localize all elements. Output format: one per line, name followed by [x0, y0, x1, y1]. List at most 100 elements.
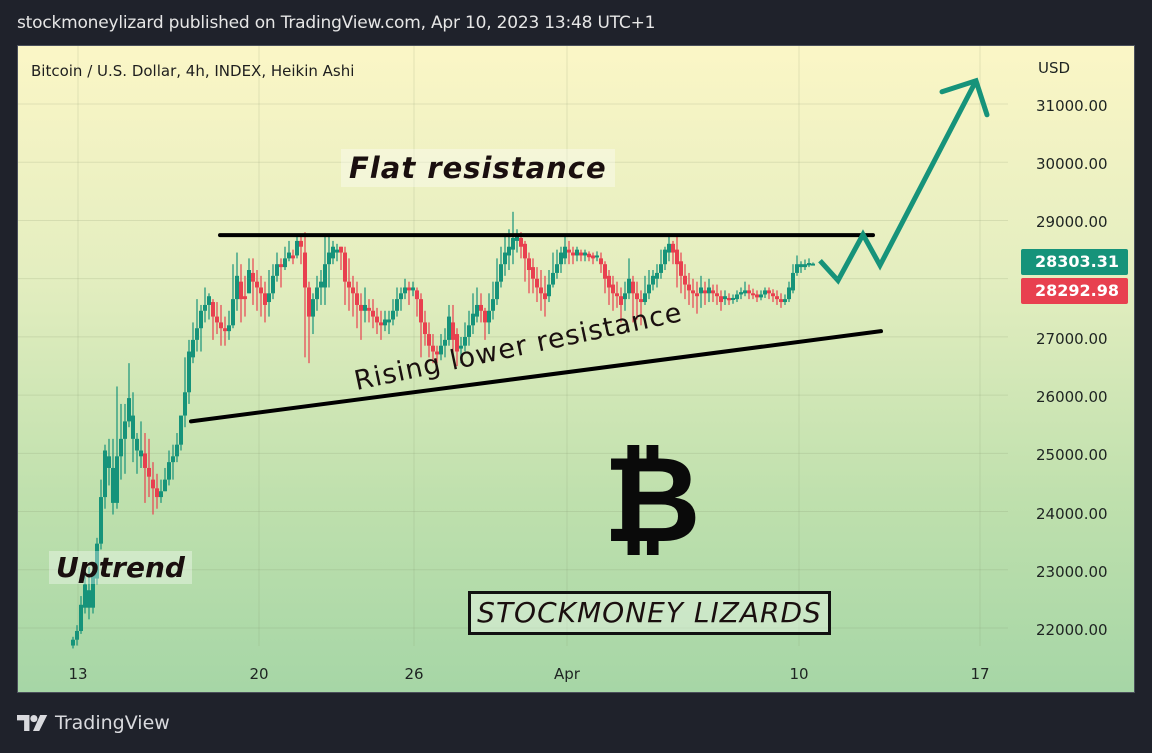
candle-body: [447, 316, 451, 340]
candle-body: [527, 258, 531, 271]
candle-body: [295, 240, 299, 256]
candle-body: [723, 296, 727, 300]
price-chart[interactable]: [18, 46, 1136, 694]
candle-body: [195, 328, 199, 340]
candle-body: [663, 249, 667, 265]
candle-body: [695, 293, 699, 297]
candle-body: [759, 294, 763, 298]
candle-body: [775, 296, 779, 300]
price-tick-label: 22000.00: [1036, 620, 1108, 639]
candle-body: [347, 281, 351, 288]
price-tick-label: 27000.00: [1036, 329, 1108, 348]
candle-body: [567, 249, 571, 253]
candle-body: [495, 281, 499, 300]
candle-body: [335, 249, 339, 253]
brand-label: STOCKMONEY LIZARDS: [477, 596, 822, 629]
price-tick-label: 29000.00: [1036, 213, 1108, 232]
candle-body: [203, 304, 207, 311]
rising-support-line[interactable]: [189, 329, 883, 424]
candle-body: [731, 297, 735, 300]
candle-body: [575, 249, 579, 256]
candle-body: [343, 252, 347, 282]
candle-body: [643, 293, 647, 303]
candle-body: [147, 467, 151, 477]
candle-body: [751, 293, 755, 296]
candle-body: [247, 270, 251, 294]
candle-body: [655, 272, 659, 279]
time-tick-label: 13: [68, 665, 88, 683]
candle-body: [763, 290, 767, 295]
candle-body: [135, 438, 139, 451]
candle-body: [191, 339, 195, 358]
candle-body: [179, 415, 183, 445]
candle-body: [727, 297, 731, 301]
candle-body: [311, 299, 315, 317]
time-tick-label: 10: [789, 665, 809, 683]
candle-body: [339, 246, 343, 253]
candle-body: [299, 240, 303, 247]
candle-body: [503, 252, 507, 265]
candle-body: [563, 246, 567, 259]
symbol-title: Bitcoin / U.S. Dollar, 4h, INDEX, Heikin…: [31, 62, 355, 80]
candle-body: [175, 444, 179, 457]
candle-body: [491, 299, 495, 311]
candle-body: [479, 304, 483, 311]
tradingview-brand[interactable]: TradingView: [55, 712, 170, 734]
candle-body: [523, 243, 527, 259]
candle-body: [467, 325, 471, 337]
candle-body: [255, 281, 259, 288]
candle-body: [475, 304, 479, 317]
candle-body: [435, 351, 439, 355]
published-line: stockmoneylizard published on TradingVie…: [17, 13, 656, 33]
candle-body: [595, 255, 599, 258]
candle-body: [71, 639, 75, 646]
candle-body: [771, 293, 775, 297]
candle-body: [259, 287, 263, 294]
candle-body: [543, 293, 547, 300]
projection-arrow[interactable]: [818, 79, 979, 285]
candle-body: [231, 299, 235, 326]
candle-body: [115, 456, 119, 503]
candle-body: [811, 263, 815, 266]
flat-resistance-label: Flat resistance: [341, 149, 615, 187]
candle-body: [443, 339, 447, 346]
candle-body: [143, 453, 147, 468]
tradingview-logo-icon: [17, 715, 48, 731]
candle-body: [539, 287, 543, 294]
candle-body: [351, 287, 355, 294]
candle-body: [199, 310, 203, 329]
candle-body: [83, 584, 87, 608]
candle-body: [799, 264, 803, 268]
chart-panel[interactable]: Bitcoin / U.S. Dollar, 4h, INDEX, Heikin…: [17, 45, 1135, 693]
candle-body: [515, 235, 519, 241]
candle-body: [683, 275, 687, 285]
candle-body: [591, 255, 595, 259]
brand-box: STOCKMONEY LIZARDS: [468, 591, 831, 635]
candle-body: [743, 290, 747, 294]
candle-body: [163, 479, 167, 492]
candle-body: [371, 310, 375, 317]
candle-body: [519, 237, 523, 247]
candle-body: [487, 310, 491, 323]
candle-body: [391, 310, 395, 320]
candle-body: [583, 252, 587, 256]
candle-body: [331, 246, 335, 259]
candle-body: [531, 267, 535, 279]
candle-body: [235, 275, 239, 300]
candle-body: [807, 263, 811, 266]
candle-body: [511, 237, 515, 250]
candle-body: [463, 336, 467, 346]
candle-body: [275, 264, 279, 276]
candle-body: [623, 293, 627, 300]
candle-body: [787, 287, 791, 300]
candle-body: [455, 334, 459, 352]
candle-body: [587, 253, 591, 258]
time-tick-label: 17: [970, 665, 990, 683]
candle-body: [315, 287, 319, 300]
candle-body: [691, 290, 695, 294]
time-tick-label: 26: [404, 665, 424, 683]
candle-body: [791, 272, 795, 291]
candle-body: [599, 258, 603, 265]
candle-body: [119, 438, 123, 457]
candle-body: [551, 272, 555, 285]
